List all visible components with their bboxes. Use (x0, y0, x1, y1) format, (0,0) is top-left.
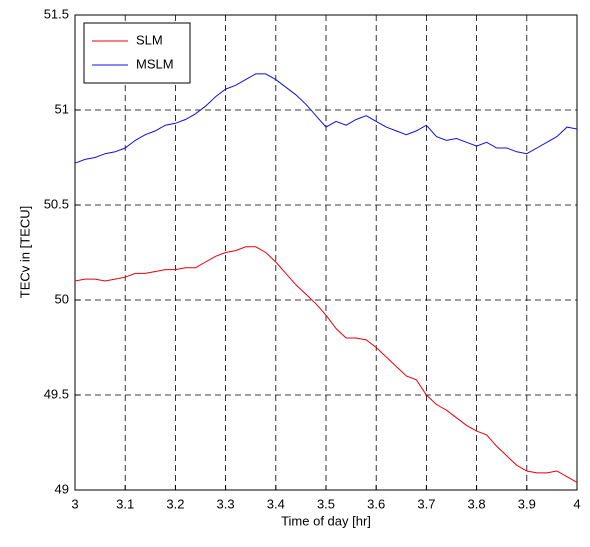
x-tick-label: 3.3 (217, 496, 235, 511)
y-tick-label: 50 (55, 291, 69, 306)
x-tick-label: 3.9 (518, 496, 536, 511)
x-tick-label: 4 (573, 496, 580, 511)
y-tick-label: 50.5 (44, 196, 69, 211)
x-tick-label: 3.7 (417, 496, 435, 511)
y-tick-label: 49 (55, 481, 69, 496)
x-tick-label: 3.6 (367, 496, 385, 511)
y-tick-label: 51.5 (44, 6, 69, 21)
legend-box (83, 22, 191, 84)
plot-frame (74, 14, 578, 491)
line-series (74, 246, 578, 483)
x-tick-label: 3 (71, 496, 78, 511)
y-tick-label: 51 (55, 101, 69, 116)
x-tick-label: 3.1 (116, 496, 134, 511)
line-series (74, 73, 578, 164)
x-axis-label: Time of day [hr] (281, 513, 371, 528)
x-tick-label: 3.5 (317, 496, 335, 511)
x-tick-label: 3.8 (468, 496, 486, 511)
x-tick-label: 3.2 (166, 496, 184, 511)
y-axis-label: TECv in [TECU] (17, 206, 32, 298)
x-tick-label: 3.4 (267, 496, 285, 511)
legend-label: MSLM (136, 56, 174, 71)
legend-label: SLM (136, 32, 163, 47)
y-tick-label: 49.5 (44, 386, 69, 401)
